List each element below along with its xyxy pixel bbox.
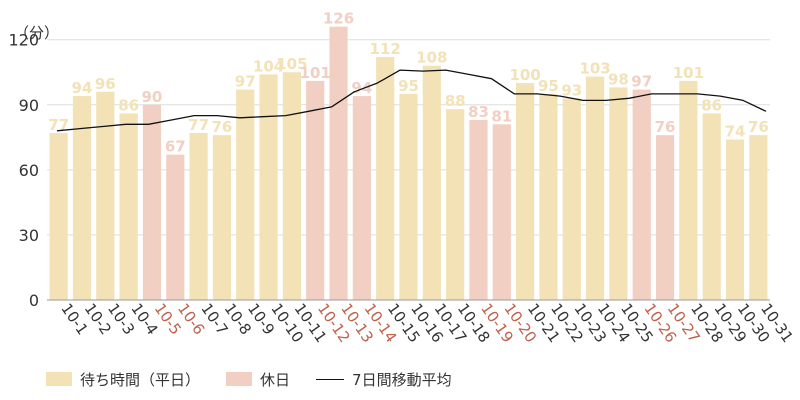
data-label: 77	[48, 116, 69, 134]
bar	[469, 119, 488, 300]
data-label: 95	[538, 77, 559, 95]
data-label: 67	[165, 138, 186, 156]
data-label: 86	[118, 96, 139, 114]
legend-item-holiday: 休日	[226, 369, 290, 390]
data-label: 86	[701, 96, 722, 114]
bar	[492, 124, 511, 301]
legend-item-weekday: 待ち時間（平日）	[46, 369, 200, 390]
bar	[516, 83, 535, 300]
data-label: 112	[370, 40, 401, 58]
data-label: 83	[468, 103, 489, 121]
bar	[655, 135, 675, 300]
legend-label-moving-average: 7日間移動平均	[352, 370, 452, 389]
bar	[119, 113, 138, 300]
data-label: 76	[748, 118, 769, 136]
y-tick-label: 120	[8, 31, 39, 50]
bar	[446, 109, 465, 300]
moving-average-line	[56, 69, 767, 132]
bar	[679, 80, 698, 301]
data-label: 77	[188, 116, 209, 134]
data-label: 96	[95, 75, 116, 93]
y-tick-label: 0	[29, 291, 39, 310]
data-label: 81	[491, 107, 512, 125]
bar	[96, 91, 115, 300]
y-tick-label: 30	[19, 226, 39, 245]
data-label: 103	[579, 60, 610, 78]
data-label: 76	[655, 118, 676, 136]
bar	[72, 96, 92, 300]
data-label: 98	[608, 70, 629, 88]
data-label: 97	[631, 73, 652, 91]
x-axis: 10-110-210-310-410-510-610-710-810-910-1…	[57, 300, 796, 346]
data-label: 95	[398, 77, 419, 95]
bar	[329, 26, 348, 301]
bars	[49, 26, 768, 301]
bar	[725, 139, 745, 300]
data-label: 76	[211, 118, 232, 136]
data-label: 105	[276, 55, 307, 73]
data-label: 88	[445, 92, 466, 110]
legend-label-holiday: 休日	[260, 370, 291, 389]
bar	[609, 87, 628, 301]
y-axis: 0 30 60 90 120	[8, 31, 770, 310]
legend-swatch-moving-average	[316, 378, 345, 380]
data-label: 94	[72, 79, 93, 97]
bar	[142, 104, 162, 301]
bar	[422, 65, 441, 300]
bar	[632, 89, 651, 300]
data-label: 126	[323, 10, 354, 28]
bar	[259, 74, 278, 301]
data-label: 104	[253, 57, 284, 75]
bar	[749, 135, 768, 300]
y-unit-label: （分）	[14, 24, 59, 42]
bar	[189, 132, 208, 300]
legend-swatch-weekday	[46, 372, 72, 386]
bar	[49, 132, 68, 300]
bar	[282, 72, 301, 300]
data-label: 90	[142, 88, 163, 106]
bar	[539, 93, 558, 300]
legend-swatch-holiday	[226, 372, 253, 386]
data-label: 93	[561, 81, 582, 99]
legend-label-weekday: 待ち時間（平日）	[80, 370, 201, 389]
bar	[376, 57, 395, 300]
bar	[212, 135, 232, 300]
data-label: 101	[673, 64, 704, 82]
data-label: 97	[235, 73, 256, 91]
bar	[166, 154, 185, 300]
y-tick-label: 90	[19, 96, 39, 115]
bar	[306, 80, 325, 301]
bar	[236, 89, 255, 300]
data-label: 74	[725, 122, 746, 140]
legend-item-moving-average: 7日間移動平均	[316, 369, 452, 390]
bar	[399, 93, 418, 300]
y-tick-label: 60	[19, 161, 39, 180]
data-label: 100	[509, 66, 540, 84]
legend: 待ち時間（平日） 休日 7日間移動平均	[46, 368, 478, 390]
bar	[562, 98, 581, 300]
data-label: 94	[351, 79, 372, 97]
moving-average	[56, 69, 767, 132]
data-label: 101	[300, 64, 331, 82]
bar	[352, 96, 371, 300]
bar	[702, 113, 721, 300]
data-label: 108	[416, 49, 447, 67]
bar	[585, 76, 605, 300]
